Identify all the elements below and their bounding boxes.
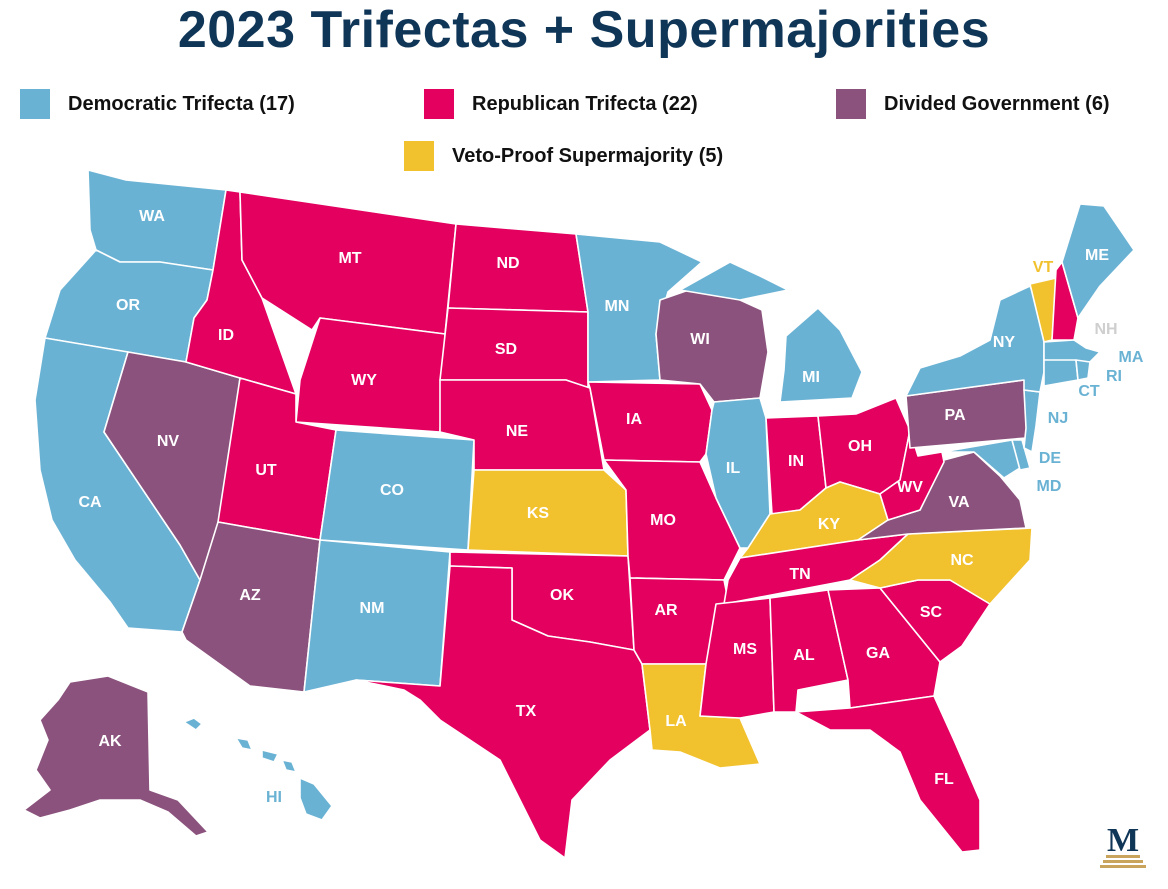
label-tx: TX <box>516 703 537 720</box>
label-mi: MI <box>802 369 820 386</box>
state-ak[interactable] <box>23 675 209 837</box>
state-labels: WA OR CA NV ID MT WY UT AZ CO NM ND SD N… <box>78 208 1143 806</box>
label-al: AL <box>793 647 815 664</box>
label-or: OR <box>116 297 140 314</box>
legend-label: Democratic Trifecta (17) <box>68 92 295 115</box>
label-wy: WY <box>351 372 377 389</box>
label-ga: GA <box>866 645 890 662</box>
label-wi: WI <box>690 331 710 348</box>
state-tx[interactable] <box>355 565 651 859</box>
legend-supermajority: Veto-Proof Supermajority (5) <box>404 140 723 172</box>
label-co: CO <box>380 482 404 499</box>
state-ia[interactable] <box>587 381 713 463</box>
state-ct[interactable] <box>1043 359 1079 387</box>
label-nh: NH <box>1094 321 1117 338</box>
state-ma[interactable] <box>1043 339 1101 363</box>
label-nj: NJ <box>1048 410 1068 427</box>
label-ct: CT <box>1078 383 1100 400</box>
label-nm: NM <box>360 600 385 617</box>
state-ri[interactable] <box>1075 359 1091 381</box>
label-il: IL <box>726 460 740 477</box>
label-vt: VT <box>1033 259 1054 276</box>
label-ma: MA <box>1119 349 1144 366</box>
label-ky: KY <box>818 516 841 533</box>
legend-label: Veto-Proof Supermajority (5) <box>452 144 724 167</box>
legend-divided: Divided Government (6) <box>836 88 1110 120</box>
label-pa: PA <box>944 407 965 424</box>
state-ny[interactable] <box>905 285 1045 397</box>
state-wy[interactable] <box>295 317 446 433</box>
label-oh: OH <box>848 438 872 455</box>
label-ny: NY <box>993 334 1016 351</box>
label-wv: WV <box>897 479 923 496</box>
state-fl[interactable] <box>795 695 981 853</box>
label-ms: MS <box>733 641 757 658</box>
label-fl: FL <box>934 771 954 788</box>
label-ut: UT <box>255 462 277 479</box>
label-ak: AK <box>98 733 122 750</box>
label-ks: KS <box>527 505 550 522</box>
legend-label: Republican Trifecta (22) <box>472 92 698 115</box>
legend-swatch <box>424 89 454 119</box>
label-nd: ND <box>496 255 519 272</box>
label-ri: RI <box>1106 368 1122 385</box>
label-de: DE <box>1039 450 1062 467</box>
label-sc: SC <box>920 604 943 621</box>
logo-letter: M <box>1107 822 1139 859</box>
state-nj[interactable] <box>1023 389 1041 453</box>
label-va: VA <box>948 494 969 511</box>
state-de[interactable] <box>1011 439 1031 471</box>
label-sd: SD <box>495 341 517 358</box>
label-la: LA <box>665 713 687 730</box>
state-mi[interactable] <box>679 261 863 403</box>
label-mt: MT <box>338 250 361 267</box>
legend-democratic: Democratic Trifecta (17) <box>20 88 295 120</box>
label-id: ID <box>218 327 234 344</box>
brand-logo-icon: M <box>1100 822 1146 868</box>
label-nc: NC <box>950 552 974 569</box>
label-az: AZ <box>239 587 261 604</box>
legend-swatch <box>404 141 434 171</box>
label-ar: AR <box>654 602 678 619</box>
label-md: MD <box>1037 478 1062 495</box>
label-mo: MO <box>650 512 676 529</box>
label-nv: NV <box>157 433 180 450</box>
state-il[interactable] <box>705 397 771 549</box>
label-wa: WA <box>139 208 165 225</box>
label-me: ME <box>1085 247 1109 264</box>
page-title: 2023 Trifectas + Supermajorities <box>177 1 991 59</box>
state-hi[interactable] <box>183 717 333 821</box>
label-tn: TN <box>789 566 810 583</box>
label-ca: CA <box>78 494 102 511</box>
label-ok: OK <box>550 587 574 604</box>
label-ia: IA <box>626 411 642 428</box>
label-mn: MN <box>605 298 630 315</box>
label-hi: HI <box>266 789 282 806</box>
state-nc[interactable] <box>849 527 1033 605</box>
label-in: IN <box>788 453 804 470</box>
state-md[interactable] <box>941 439 1021 479</box>
label-ne: NE <box>506 423 529 440</box>
legend-swatch <box>836 89 866 119</box>
legend-republican: Republican Trifecta (22) <box>424 88 698 120</box>
state-me[interactable] <box>1061 203 1135 319</box>
legend-swatch <box>20 89 50 119</box>
state-nh[interactable] <box>1051 261 1079 341</box>
us-map: WA OR CA NV ID MT WY UT AZ CO NM ND SD N… <box>23 169 1144 859</box>
legend-label: Divided Government (6) <box>884 92 1110 115</box>
